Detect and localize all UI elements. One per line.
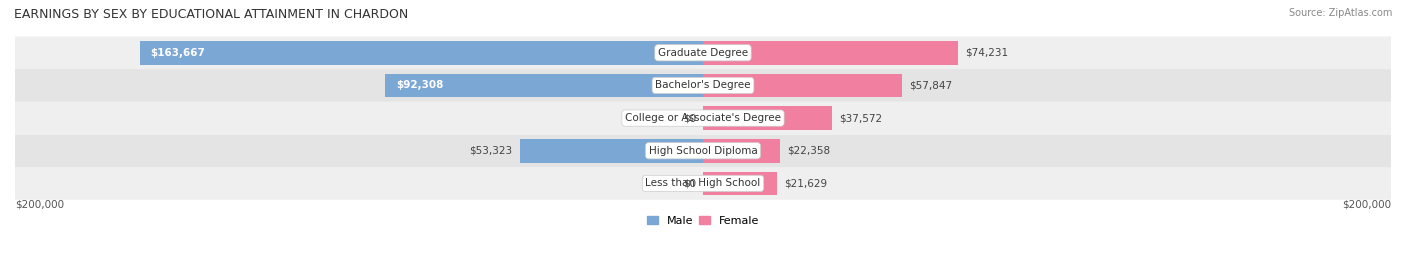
Text: Bachelor's Degree: Bachelor's Degree [655,80,751,90]
Bar [703,106,832,130]
Text: $22,358: $22,358 [787,146,830,156]
Text: High School Diploma: High School Diploma [648,146,758,156]
Bar [703,74,903,97]
Text: $200,000: $200,000 [1341,200,1391,210]
Legend: Male, Female: Male, Female [643,211,763,230]
Text: $53,323: $53,323 [470,146,513,156]
FancyBboxPatch shape [15,36,1391,69]
Text: $0: $0 [683,178,696,188]
Text: EARNINGS BY SEX BY EDUCATIONAL ATTAINMENT IN CHARDON: EARNINGS BY SEX BY EDUCATIONAL ATTAINMEN… [14,8,408,21]
FancyBboxPatch shape [15,102,1391,135]
Bar [520,139,703,162]
Text: $21,629: $21,629 [785,178,827,188]
Text: $92,308: $92,308 [395,80,443,90]
Text: Less than High School: Less than High School [645,178,761,188]
Bar [703,172,778,195]
FancyBboxPatch shape [15,167,1391,200]
FancyBboxPatch shape [15,135,1391,167]
Bar [703,139,780,162]
Text: Graduate Degree: Graduate Degree [658,48,748,58]
Bar [703,41,959,65]
Text: $200,000: $200,000 [15,200,65,210]
Text: $37,572: $37,572 [839,113,882,123]
Text: Source: ZipAtlas.com: Source: ZipAtlas.com [1288,8,1392,18]
Text: $0: $0 [683,113,696,123]
FancyBboxPatch shape [15,69,1391,102]
Text: $57,847: $57,847 [908,80,952,90]
Text: $74,231: $74,231 [966,48,1008,58]
Text: $163,667: $163,667 [150,48,205,58]
Text: College or Associate's Degree: College or Associate's Degree [626,113,780,123]
Bar [385,74,703,97]
Bar [141,41,703,65]
